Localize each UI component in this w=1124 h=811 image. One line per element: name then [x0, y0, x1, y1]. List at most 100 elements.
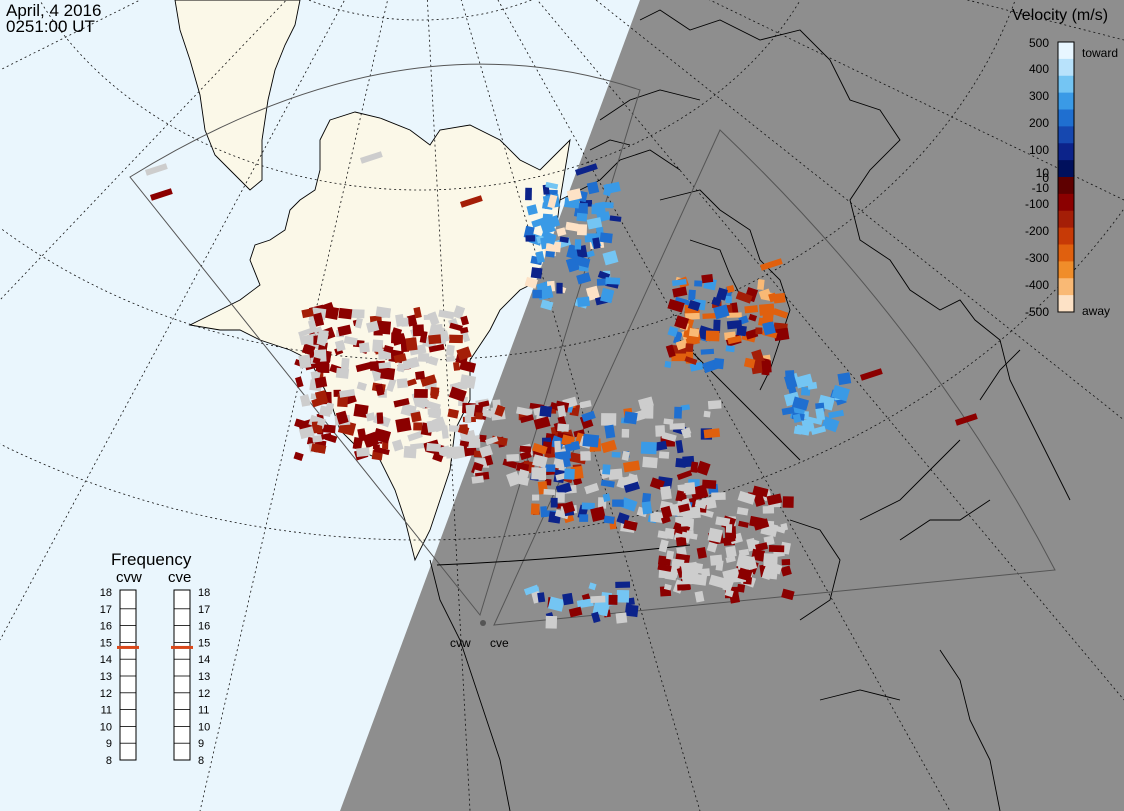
- backscatter-cell: [675, 490, 685, 502]
- backscatter-cell: [764, 560, 783, 575]
- backscatter-cell: [564, 197, 580, 209]
- backscatter-cell: [516, 406, 533, 417]
- frequency-tick-label-right: 15: [198, 637, 210, 649]
- frequency-column-cve: cve: [168, 569, 191, 586]
- backscatter-cell: [725, 555, 736, 563]
- velocity-ticks: 500400300200100100-10-100-200-300-400-50…: [1025, 36, 1049, 319]
- backscatter-cell: [673, 331, 683, 345]
- backscatter-cell: [485, 435, 499, 446]
- velocity-tick-label: 0: [1042, 171, 1049, 185]
- backscatter-cell: [145, 163, 168, 176]
- backscatter-cell: [702, 312, 717, 320]
- backscatter-cell: [557, 423, 570, 432]
- backscatter-cell: [519, 450, 532, 461]
- backscatter-cell: [724, 589, 734, 598]
- backscatter-cell: [466, 438, 481, 449]
- backscatter-cell: [706, 541, 718, 553]
- backscatter-cell: [667, 326, 679, 338]
- backscatter-cell: [459, 360, 477, 373]
- velocity-tick-label: 500: [1029, 36, 1049, 50]
- backscatter-cell: [674, 406, 683, 419]
- backscatter-cell: [781, 588, 795, 601]
- backscatter-cell: [584, 482, 600, 495]
- backscatter-cell: [665, 550, 675, 560]
- frequency-tick-label-right: 12: [198, 688, 210, 700]
- backscatter-cell: [438, 309, 455, 320]
- backscatter-cell: [383, 344, 394, 354]
- backscatter-cell: [682, 509, 691, 520]
- backscatter-cell: [355, 361, 372, 373]
- backscatter-cell: [557, 416, 566, 424]
- backscatter-cell: [339, 388, 356, 398]
- backscatter-cell: [574, 255, 591, 268]
- velocity-color-step: [1058, 227, 1074, 246]
- backscatter-cell: [821, 416, 840, 433]
- velocity-color-step: [1058, 210, 1074, 229]
- backscatter-cell: [403, 445, 417, 459]
- backscatter-cell: [380, 367, 396, 381]
- backscatter-cell: [547, 194, 558, 209]
- backscatter-cell: [684, 356, 698, 365]
- backscatter-cell: [755, 327, 763, 335]
- backscatter-cell: [725, 545, 737, 558]
- radar-label-cvw: cvw: [450, 636, 471, 650]
- backscatter-cell: [457, 425, 470, 435]
- backscatter-cell: [539, 405, 553, 418]
- backscatter-cell: [321, 432, 332, 440]
- backscatter-cell: [711, 296, 722, 307]
- backscatter-cell: [525, 187, 532, 201]
- backscatter-cell: [592, 237, 601, 250]
- backscatter-cell: [386, 378, 397, 393]
- backscatter-cell: [683, 562, 698, 570]
- backscatter-cell: [711, 492, 726, 501]
- backscatter-cell: [615, 581, 631, 588]
- backscatter-cell: [600, 479, 615, 488]
- backscatter-cell: [564, 442, 578, 452]
- backscatter-cell: [506, 471, 521, 487]
- velocity-tick-label: 400: [1029, 62, 1049, 76]
- backscatter-cell: [375, 306, 392, 319]
- night-terminator: [340, 0, 1124, 811]
- backscatter-cell: [708, 574, 727, 589]
- frequency-tick-label-left: 14: [100, 654, 112, 666]
- backscatter-cell: [518, 476, 530, 486]
- backscatter-cell: [519, 445, 532, 453]
- backscatter-cell: [506, 453, 520, 462]
- backscatter-cell: [700, 348, 715, 355]
- backscatter-cell: [828, 409, 845, 419]
- backscatter-cell: [642, 492, 652, 504]
- backscatter-cell: [526, 204, 538, 216]
- backscatter-cell: [530, 267, 543, 279]
- backscatter-cell: [525, 235, 536, 242]
- backscatter-cell: [427, 311, 440, 326]
- frequency-tick-label-right: 10: [198, 721, 210, 733]
- backscatter-cell: [423, 400, 441, 412]
- backscatter-cell: [559, 236, 569, 243]
- velocity-color-step: [1058, 160, 1074, 178]
- backscatter-cell: [616, 590, 630, 603]
- backscatter-cell: [314, 390, 329, 406]
- backscatter-cell: [608, 468, 623, 481]
- backscatter-cell: [737, 490, 756, 505]
- backscatter-cell: [831, 385, 850, 402]
- backscatter-cell: [725, 523, 733, 533]
- backscatter-cell: [581, 410, 596, 422]
- backscatter-cell: [745, 328, 759, 340]
- velocity-tick-label: -400: [1025, 278, 1049, 292]
- backscatter-cell: [568, 606, 583, 618]
- backscatter-cell: [406, 314, 418, 327]
- backscatter-cell: [581, 502, 595, 510]
- backscatter-cell: [715, 560, 724, 571]
- backscatter-cell: [415, 370, 426, 380]
- backscatter-cell: [713, 304, 730, 320]
- backscatter-cell: [660, 505, 673, 519]
- backscatter-cell: [298, 354, 312, 369]
- backscatter-cell: [701, 479, 717, 490]
- backscatter-cell: [393, 353, 407, 364]
- backscatter-cell: [343, 335, 358, 346]
- backscatter-cell: [519, 414, 534, 424]
- backscatter-cells: [145, 151, 978, 629]
- backscatter-cell: [532, 494, 540, 501]
- backscatter-cell: [703, 428, 721, 439]
- backscatter-cell: [612, 499, 624, 507]
